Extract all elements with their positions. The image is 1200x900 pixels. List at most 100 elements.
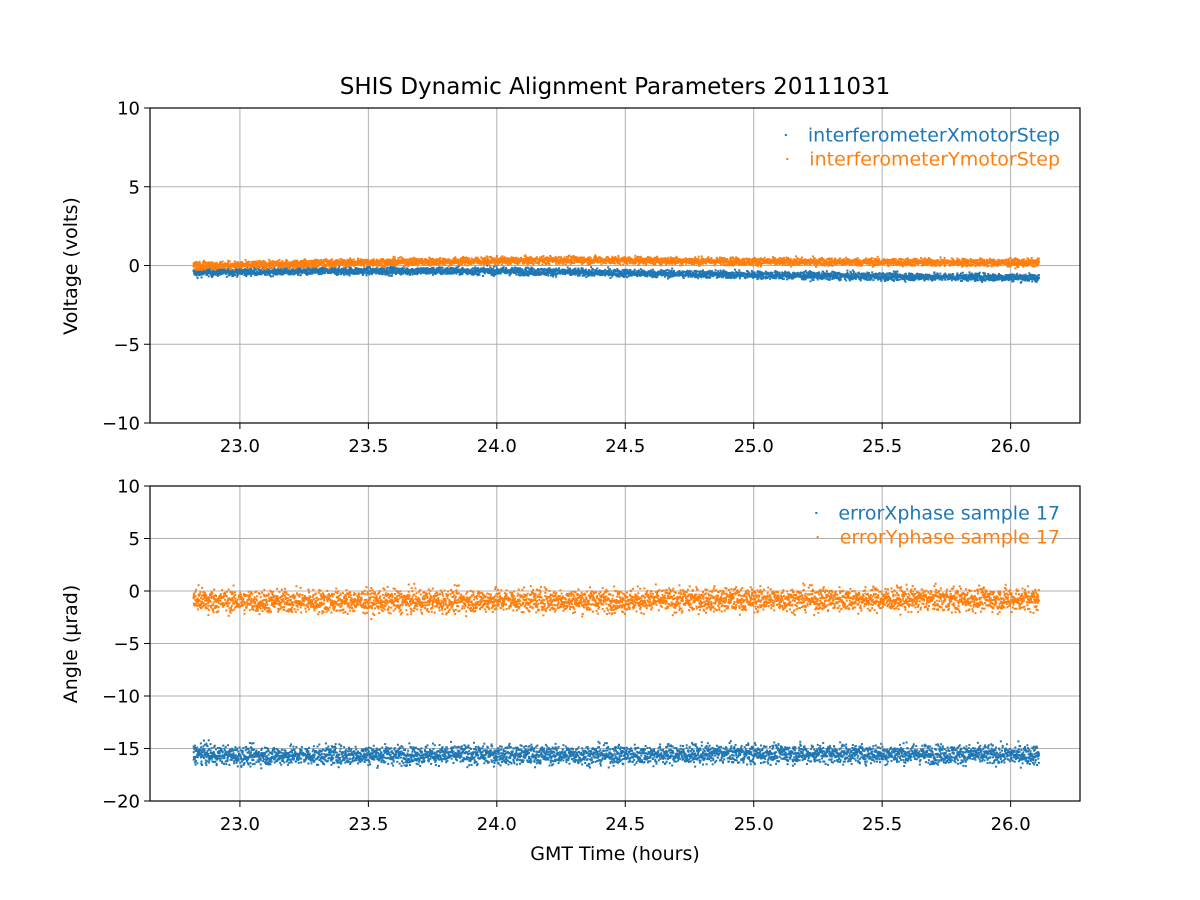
data-point (437, 266, 440, 269)
data-point (260, 273, 263, 276)
data-point (568, 271, 571, 274)
data-point (439, 266, 442, 269)
data-point (469, 271, 472, 274)
data-point (346, 273, 349, 276)
data-point (853, 271, 856, 274)
data-point (358, 268, 361, 271)
data-point (366, 266, 369, 269)
data-point (540, 271, 543, 274)
data-point (214, 269, 217, 272)
data-point (207, 271, 210, 274)
data-point (518, 267, 521, 270)
data-point (350, 267, 353, 270)
data-point (406, 273, 409, 276)
data-point (218, 268, 221, 271)
data-point (542, 272, 545, 275)
data-point (457, 268, 460, 271)
data-point (804, 269, 807, 272)
data-point (532, 273, 535, 276)
data-point (408, 268, 411, 271)
data-point (492, 265, 495, 268)
data-point (225, 267, 228, 270)
data-point (379, 270, 382, 273)
data-point (543, 273, 546, 276)
data-point (750, 270, 753, 273)
data-point (341, 271, 344, 274)
data-point (478, 273, 481, 276)
data-point (494, 270, 497, 273)
data-point (445, 268, 448, 271)
data-point (305, 259, 308, 262)
data-point (978, 271, 981, 274)
data-point (271, 275, 274, 278)
data-point (699, 270, 702, 273)
data-point (386, 269, 389, 272)
data-point (353, 272, 356, 275)
data-point (548, 267, 551, 270)
data-point (516, 269, 519, 272)
data-point (554, 270, 557, 273)
data-point (416, 268, 419, 271)
data-point (227, 269, 230, 272)
data-point (204, 270, 207, 273)
data-point (222, 271, 225, 274)
data-point (416, 273, 419, 276)
data-point (308, 260, 311, 263)
data-point (402, 267, 405, 270)
data-point (209, 261, 212, 264)
data-point (359, 270, 362, 273)
data-point (868, 272, 871, 275)
data-point (205, 273, 208, 276)
data-point (226, 270, 229, 273)
data-point (590, 274, 593, 277)
data-point (691, 275, 694, 278)
data-point (411, 269, 414, 272)
data-point (474, 272, 477, 275)
data-point (319, 271, 322, 274)
data-point (306, 273, 309, 276)
data-point (941, 278, 944, 281)
data-point (959, 272, 962, 275)
data-point (827, 278, 830, 281)
data-point (216, 272, 219, 275)
data-point (369, 269, 372, 272)
data-point (194, 270, 197, 273)
data-point (486, 268, 489, 271)
data-point (477, 267, 480, 270)
data-point (391, 272, 394, 275)
data-point (318, 267, 321, 270)
data-point (802, 278, 805, 281)
data-point (400, 271, 403, 274)
data-point (904, 280, 907, 283)
data-point (435, 267, 438, 270)
data-point (496, 270, 499, 273)
data-point (389, 274, 392, 277)
data-point (242, 269, 245, 272)
data-point (318, 270, 321, 273)
data-point (398, 271, 401, 274)
data-point (366, 268, 369, 271)
data-point (389, 265, 392, 268)
data-point (415, 272, 418, 275)
data-point (213, 271, 216, 274)
data-point (738, 271, 741, 274)
data-point (552, 275, 555, 278)
data-point (577, 267, 580, 270)
data-point (218, 270, 221, 273)
data-point (328, 268, 331, 271)
data-point (386, 266, 389, 269)
data-point (387, 271, 390, 274)
data-point (566, 270, 569, 273)
data-point (543, 270, 546, 273)
data-point (390, 269, 393, 272)
data-point (287, 272, 290, 275)
data-point (474, 266, 477, 269)
data-point (320, 268, 323, 271)
data-point (233, 260, 236, 263)
data-point (561, 268, 564, 271)
data-point (215, 272, 218, 275)
data-point (981, 281, 984, 284)
data-point (502, 266, 505, 269)
data-point (245, 275, 248, 278)
data-point (625, 276, 628, 279)
